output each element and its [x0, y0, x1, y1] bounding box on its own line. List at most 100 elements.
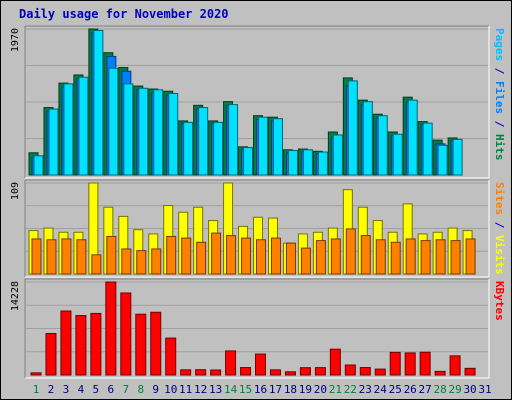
bar-kbytes-11 — [180, 369, 192, 376]
bar-kbytes-5 — [90, 312, 102, 376]
legend-part: Pages — [493, 28, 506, 61]
chart-title: Daily usage for November 2020 — [19, 7, 229, 21]
bar-sites-13 — [211, 232, 222, 275]
bar-sites-20 — [315, 240, 326, 275]
x-tick-label-26: 26 — [404, 383, 417, 396]
x-tick-label-10: 10 — [164, 383, 177, 396]
x-tick-label-22: 22 — [344, 383, 357, 396]
bar-pages-4 — [78, 76, 89, 176]
bar-pages-11 — [183, 121, 194, 176]
x-tick-label-6: 6 — [108, 383, 115, 396]
bar-pages-20 — [317, 151, 328, 176]
bar-pages-13 — [213, 121, 224, 176]
bar-sites-7 — [121, 248, 132, 275]
x-tick-label-30: 30 — [463, 383, 476, 396]
bar-kbytes-22 — [344, 364, 356, 376]
legend-part: KBytes — [493, 281, 506, 321]
bar-sites-11 — [181, 237, 192, 275]
x-tick-label-15: 15 — [239, 383, 252, 396]
panel-sites-visits-ymax-label: 109 — [10, 182, 21, 200]
bar-pages-23 — [362, 101, 373, 176]
bar-kbytes-8 — [135, 313, 147, 376]
bar-sites-28 — [435, 239, 446, 275]
bar-kbytes-17 — [269, 369, 281, 376]
bar-pages-26 — [407, 99, 418, 176]
x-tick-label-11: 11 — [179, 383, 192, 396]
bar-sites-29 — [450, 240, 461, 275]
bar-sites-1 — [31, 238, 42, 275]
bar-sites-22 — [345, 228, 356, 275]
panel-kbytes-legend: KBytes — [493, 281, 506, 321]
panel-kbytes-ymax-label: 14228 — [10, 281, 21, 311]
bar-sites-26 — [405, 238, 416, 275]
panel-pages-files-hits-ymax-label: 1970 — [10, 28, 21, 52]
x-tick-label-28: 28 — [434, 383, 447, 396]
x-tick-label-19: 19 — [299, 383, 312, 396]
bar-kbytes-1 — [30, 372, 42, 376]
bar-sites-19 — [300, 247, 311, 275]
bar-kbytes-29 — [449, 355, 461, 376]
x-tick-label-3: 3 — [63, 383, 70, 396]
bar-pages-21 — [332, 134, 343, 176]
bar-kbytes-7 — [120, 292, 132, 376]
bar-sites-21 — [330, 238, 341, 275]
x-tick-label-9: 9 — [152, 383, 159, 396]
bar-pages-19 — [302, 149, 313, 176]
x-tick-label-25: 25 — [389, 383, 402, 396]
bar-pages-16 — [258, 116, 269, 176]
x-tick-label-29: 29 — [448, 383, 461, 396]
x-tick-label-2: 2 — [48, 383, 55, 396]
bar-kbytes-23 — [359, 367, 371, 376]
bar-kbytes-13 — [210, 369, 222, 376]
bar-kbytes-6 — [105, 281, 117, 376]
bar-kbytes-21 — [329, 348, 341, 376]
bar-kbytes-15 — [240, 367, 252, 376]
bar-pages-1 — [33, 155, 44, 176]
panel-sites-visits-legend: Sites / Visits — [493, 182, 506, 275]
x-tick-label-5: 5 — [93, 383, 100, 396]
bar-pages-6 — [108, 67, 119, 176]
bar-kbytes-24 — [374, 368, 386, 376]
bar-sites-15 — [241, 237, 252, 275]
bar-pages-29 — [452, 138, 463, 176]
bar-sites-6 — [106, 235, 117, 275]
bar-kbytes-2 — [45, 332, 57, 376]
legend-part: / — [493, 215, 506, 235]
bar-sites-9 — [151, 248, 162, 275]
bar-pages-17 — [272, 118, 283, 176]
bar-sites-24 — [375, 239, 386, 275]
x-tick-label-20: 20 — [314, 383, 327, 396]
x-tick-label-13: 13 — [209, 383, 222, 396]
bar-pages-3 — [63, 83, 74, 176]
legend-part: Visits — [493, 235, 506, 275]
bar-kbytes-30 — [464, 367, 476, 376]
x-tick-label-16: 16 — [254, 383, 267, 396]
x-tick-label-12: 12 — [194, 383, 207, 396]
bar-kbytes-19 — [299, 367, 311, 376]
bar-sites-8 — [136, 250, 147, 275]
x-tick-label-23: 23 — [359, 383, 372, 396]
bar-pages-24 — [377, 115, 388, 176]
x-tick-label-31: 31 — [478, 383, 491, 396]
bar-sites-27 — [420, 240, 431, 275]
bar-kbytes-14 — [225, 350, 237, 376]
bar-kbytes-20 — [314, 367, 326, 376]
legend-part: Files — [493, 81, 506, 114]
bar-pages-7 — [123, 83, 134, 176]
bar-sites-18 — [285, 242, 296, 275]
bar-sites-5 — [91, 254, 102, 275]
legend-part: Hits — [493, 134, 506, 161]
bar-kbytes-9 — [150, 311, 162, 376]
x-tick-label-21: 21 — [329, 383, 342, 396]
bar-pages-14 — [228, 104, 239, 176]
x-tick-label-1: 1 — [33, 383, 40, 396]
bar-pages-28 — [437, 144, 448, 176]
bar-kbytes-12 — [195, 369, 207, 376]
bar-pages-27 — [422, 122, 433, 176]
x-tick-label-7: 7 — [122, 383, 129, 396]
legend-part: Sites — [493, 182, 506, 215]
bar-sites-10 — [166, 235, 177, 275]
bar-sites-4 — [76, 239, 87, 275]
bar-pages-22 — [347, 80, 358, 176]
